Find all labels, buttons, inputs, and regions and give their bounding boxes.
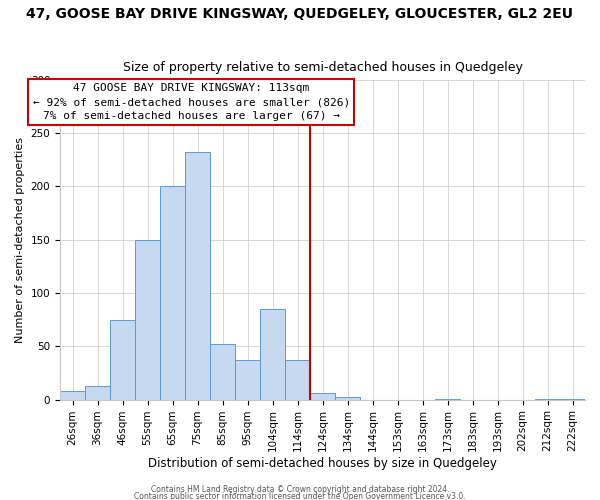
Bar <box>85 386 110 400</box>
Bar <box>135 240 160 400</box>
Y-axis label: Number of semi-detached properties: Number of semi-detached properties <box>15 136 25 342</box>
Text: Contains public sector information licensed under the Open Government Licence v3: Contains public sector information licen… <box>134 492 466 500</box>
Bar <box>210 344 235 400</box>
Bar <box>560 398 585 400</box>
Bar <box>160 186 185 400</box>
X-axis label: Distribution of semi-detached houses by size in Quedgeley: Distribution of semi-detached houses by … <box>148 457 497 470</box>
Bar <box>285 360 310 400</box>
Bar <box>310 393 335 400</box>
Bar <box>435 398 460 400</box>
Text: Contains HM Land Registry data © Crown copyright and database right 2024.: Contains HM Land Registry data © Crown c… <box>151 486 449 494</box>
Bar <box>335 398 360 400</box>
Title: Size of property relative to semi-detached houses in Quedgeley: Size of property relative to semi-detach… <box>122 62 523 74</box>
Bar <box>60 391 85 400</box>
Bar <box>235 360 260 400</box>
Bar <box>185 152 210 400</box>
Bar <box>110 320 135 400</box>
Text: 47 GOOSE BAY DRIVE KINGSWAY: 113sqm
← 92% of semi-detached houses are smaller (8: 47 GOOSE BAY DRIVE KINGSWAY: 113sqm ← 92… <box>32 83 350 121</box>
Bar <box>260 309 285 400</box>
Bar <box>535 398 560 400</box>
Text: 47, GOOSE BAY DRIVE KINGSWAY, QUEDGELEY, GLOUCESTER, GL2 2EU: 47, GOOSE BAY DRIVE KINGSWAY, QUEDGELEY,… <box>26 8 574 22</box>
